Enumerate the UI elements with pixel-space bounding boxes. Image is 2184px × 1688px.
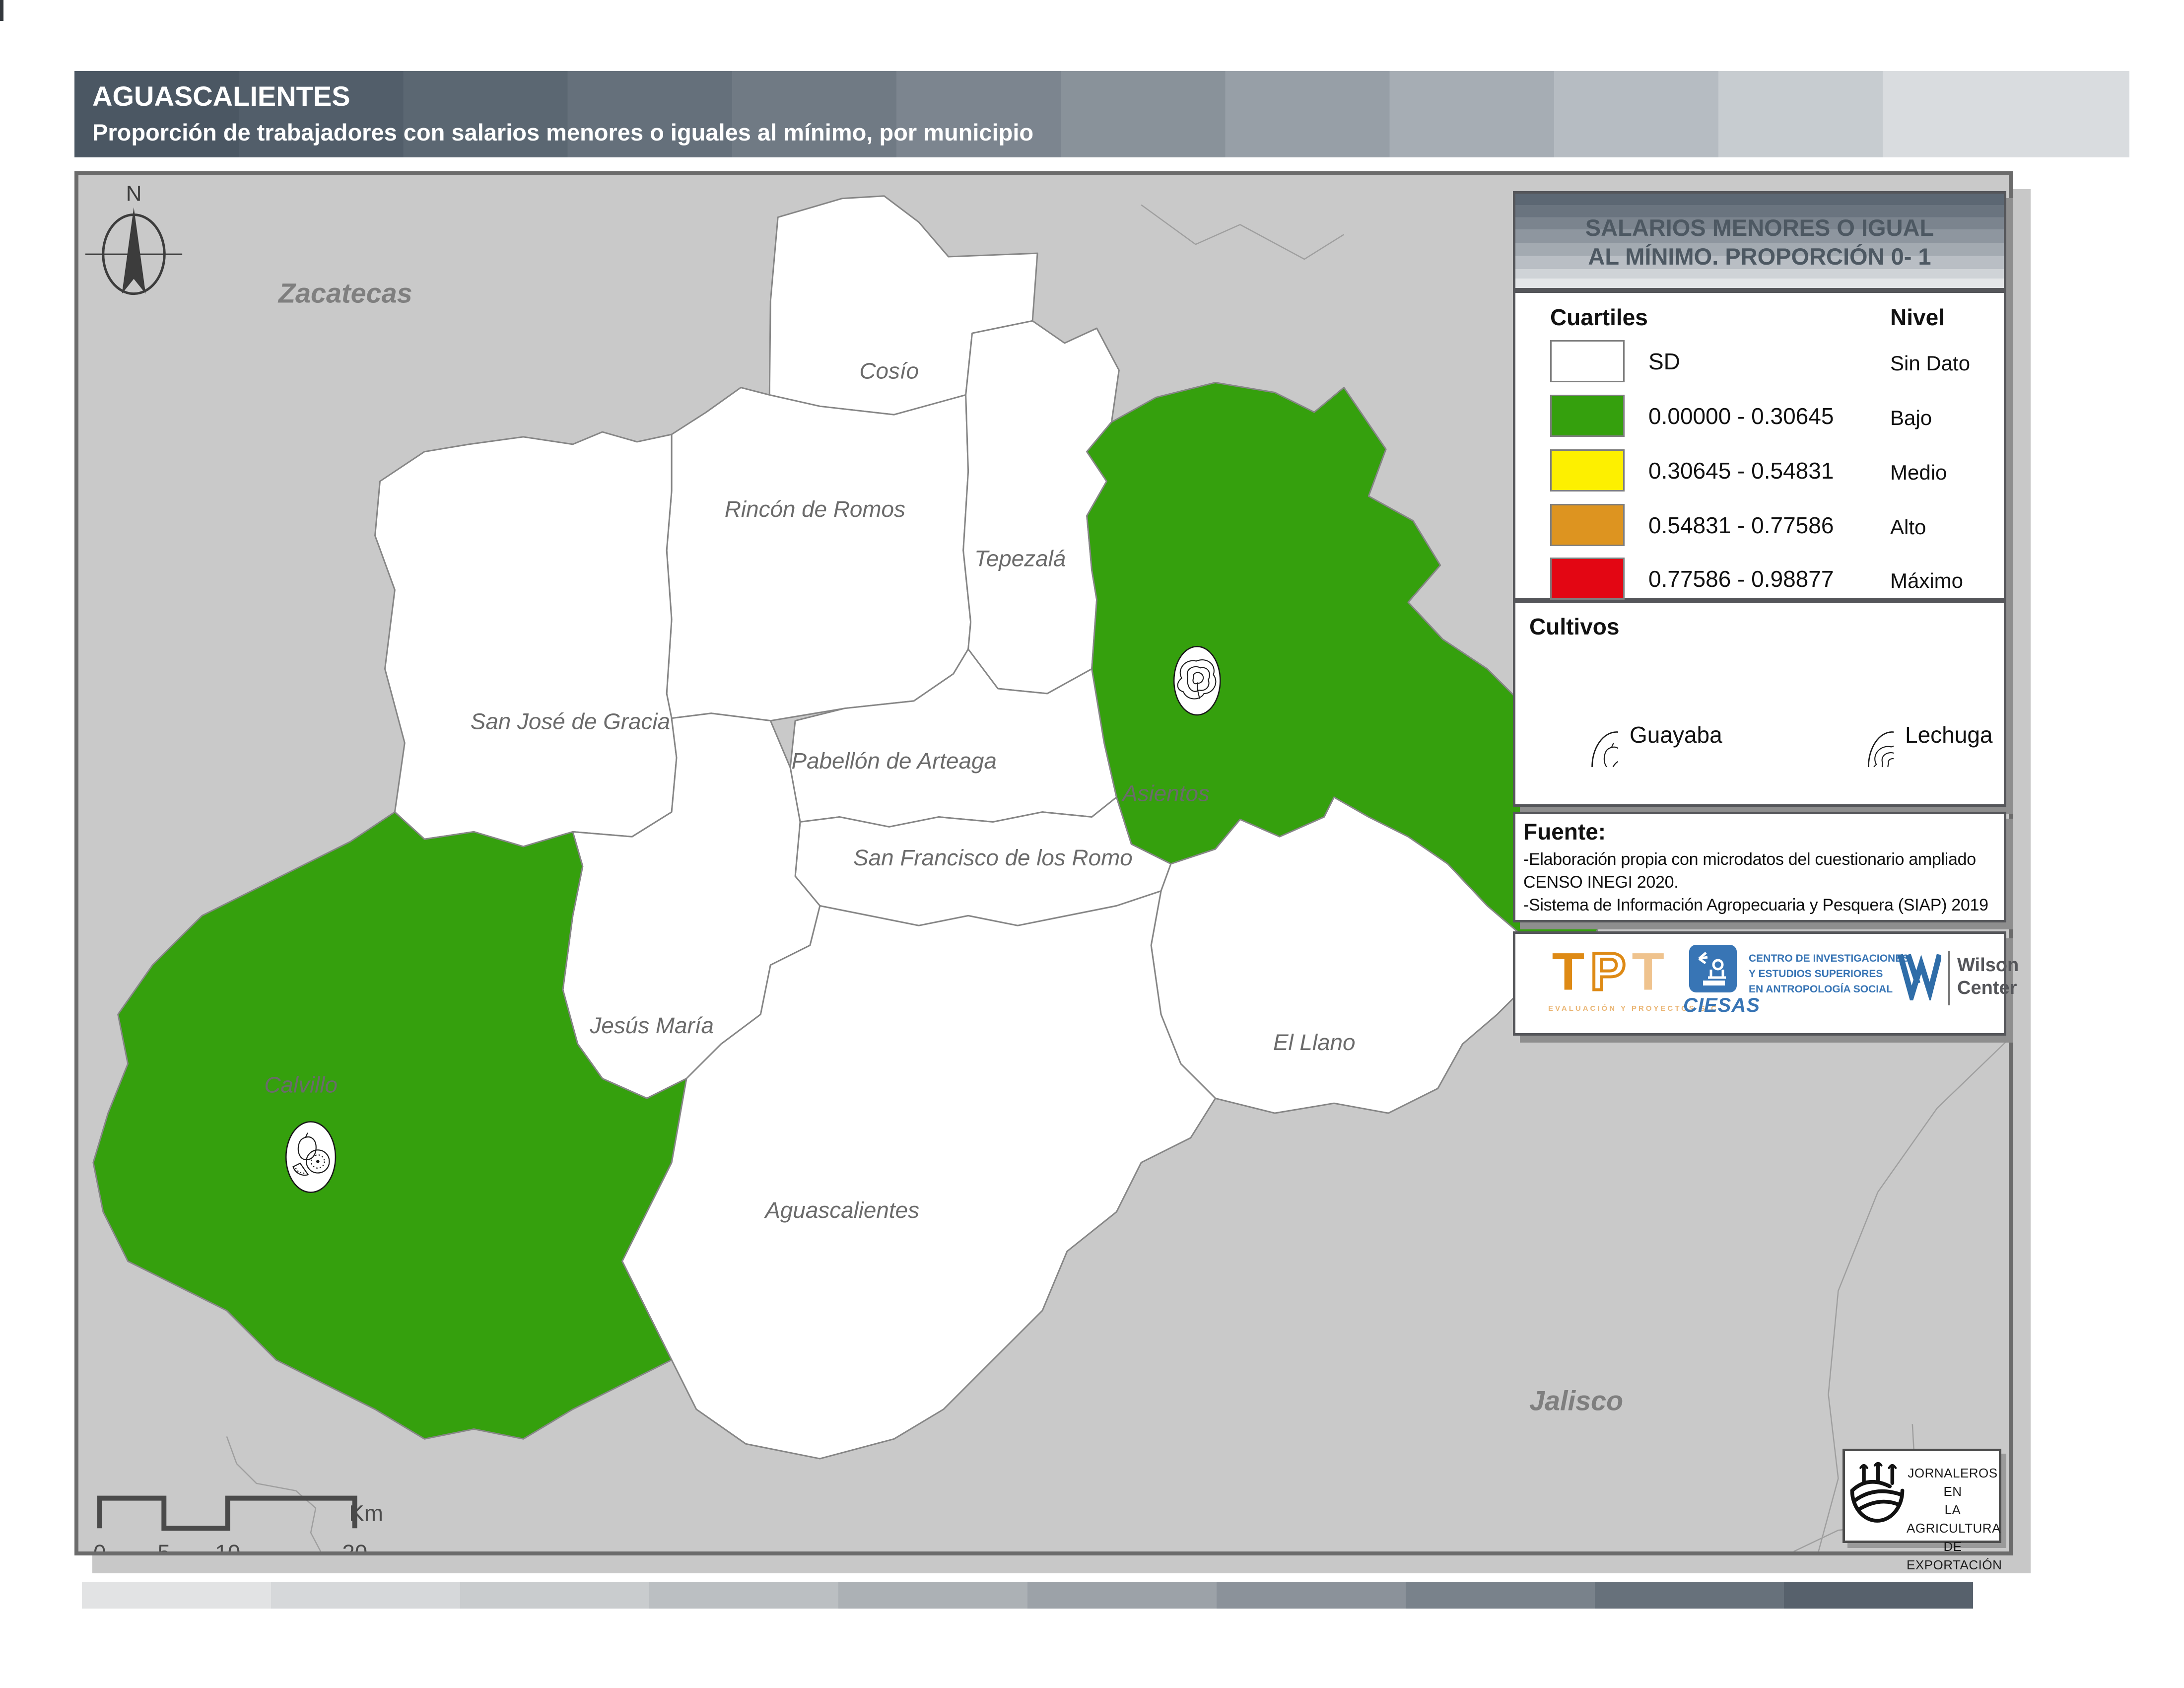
tpt-subtext: EVALUACIÓN Y PROYECTOS S.C. xyxy=(1548,1004,1723,1013)
scale-unit: Km xyxy=(349,1500,383,1526)
range-alto: 0.54831 - 0.77586 xyxy=(1648,512,1834,538)
label-san-jose-de-gracia: San José de Gracia xyxy=(471,709,670,734)
label-tepezala: Tepezalá xyxy=(974,546,1066,571)
wilson-w-icon xyxy=(1898,953,1941,1000)
scale-tick-0: 0 xyxy=(93,1540,106,1551)
legend-row-medio: 0.30645 - 0.54831 xyxy=(1550,449,1834,492)
wilson-line-1: Wilson xyxy=(1957,955,2019,976)
legend-row-maximo: 0.77586 - 0.98877 xyxy=(1550,558,1834,600)
map-subtitle: Proporción de trabajadores con salarios … xyxy=(92,119,1034,145)
svg-text:TPT: TPT xyxy=(1552,943,1670,1001)
scale-tick-10: 10 xyxy=(215,1540,240,1551)
scale-bar: 0 5 10 20 Km xyxy=(93,1495,383,1551)
range-maximo: 0.77586 - 0.98877 xyxy=(1648,565,1834,592)
level-bajo: Bajo xyxy=(1890,406,1932,429)
label-el-llano: El Llano xyxy=(1273,1030,1356,1055)
legend-cultivos-box: Cultivos Guayaba Lechuga xyxy=(1513,601,2006,807)
municipality-calvillo xyxy=(92,811,687,1440)
swatch-maximo xyxy=(1550,558,1625,600)
level-alto: Alto xyxy=(1890,515,1926,539)
lettuce-icon xyxy=(1173,645,1221,716)
label-asientos: Asientos xyxy=(1121,781,1210,806)
corner-mark xyxy=(0,0,3,21)
ciesas-acronym: CIESAS xyxy=(1683,994,1760,1016)
scale-tick-5: 5 xyxy=(158,1540,170,1551)
cultivo-guayaba-label: Guayaba xyxy=(1630,722,1722,748)
wilson-divider xyxy=(1948,951,1950,1005)
label-jesus-maria: Jesús María xyxy=(590,1013,714,1038)
legend-title-line2: AL MÍNIMO. PROPORCIÓN 0- 1 xyxy=(1588,243,1931,270)
label-aguascalientes: Aguascalientes xyxy=(763,1197,919,1223)
tpt-letter-t2: T xyxy=(1632,943,1670,1001)
legend-col-level: Nivel xyxy=(1890,304,1945,330)
legend-fuente-box: Fuente: -Elaboración propia con microdat… xyxy=(1513,812,2006,922)
municipality-rincon-de-romos xyxy=(666,387,972,722)
badge-line-3: DE EXPORTACIÓN xyxy=(1907,1539,2002,1572)
label-pabellon-de-arteaga: Pabellón de Arteaga xyxy=(792,748,997,774)
range-medio: 0.30645 - 0.54831 xyxy=(1648,457,1834,484)
ciesas-line-3: EN ANTROPOLOGÍA SOCIAL xyxy=(1749,984,1893,995)
neighbor-boundary-line xyxy=(226,1436,322,1551)
fuente-heading: Fuente: xyxy=(1523,819,1606,844)
fuente-line-3: -Sistema de Información Agropecuaria y P… xyxy=(1523,896,1988,914)
ciesas-line-2: Y ESTUDIOS SUPERIORES xyxy=(1749,968,1883,980)
level-maximo: Máximo xyxy=(1890,569,1964,592)
compass-north-label: N xyxy=(126,182,142,206)
legend-row-sd: SD xyxy=(1550,340,1680,382)
level-medio: Medio xyxy=(1890,461,1947,484)
badge-line-2: LA AGRICULTURA xyxy=(1907,1502,2001,1536)
ciesas-line-1: CENTRO DE INVESTIGACIONES xyxy=(1749,953,1910,964)
map-title-bar: AGUASCALIENTES Proporción de trabajadore… xyxy=(74,71,2129,157)
swatch-alto xyxy=(1550,504,1625,546)
fuente-line-1: -Elaboración propia con microdatos del c… xyxy=(1523,850,1976,869)
tpt-logo: TPT xyxy=(1552,943,1670,1002)
guava-icon xyxy=(285,1121,337,1194)
lettuce-icon xyxy=(1838,693,1894,767)
label-cosio: Cosío xyxy=(859,358,919,384)
neighbor-boundary-line xyxy=(1818,1039,2009,1551)
ciesas-text: CENTRO DE INVESTIGACIONES Y ESTUDIOS SUP… xyxy=(1749,951,1909,997)
legend-title-box: SALARIOS MENORES O IGUAL AL MÍNIMO. PROP… xyxy=(1513,191,2006,290)
field-crops-icon xyxy=(1848,1458,1907,1536)
label-calvillo: Calvillo xyxy=(264,1072,338,1097)
state-title: AGUASCALIENTES xyxy=(92,80,350,112)
label-jalisco: Jalisco xyxy=(1529,1386,1623,1416)
bottom-gradient-strip xyxy=(82,1582,1973,1609)
range-bajo: 0.00000 - 0.30645 xyxy=(1648,403,1834,429)
ciesas-emblem-icon xyxy=(1689,945,1737,992)
cultivo-lechuga-label: Lechuga xyxy=(1905,722,1993,748)
legend-row-alto: 0.54831 - 0.77586 xyxy=(1550,504,1834,546)
label-rincon-de-romos: Rincón de Romos xyxy=(725,496,905,522)
label-san-francisco-de-los-romo: San Francisco de los Romo xyxy=(853,845,1133,870)
jornaleros-text: JORNALEROS EN LA AGRICULTURA DE EXPORTAC… xyxy=(1907,1464,2002,1574)
swatch-bajo xyxy=(1550,395,1625,437)
legend-title-line1: SALARIOS MENORES O IGUAL xyxy=(1585,214,1934,241)
logos-panel: TPT EVALUACIÓN Y PROYECTOS S.C. CIESAS C… xyxy=(1513,931,2019,1036)
tpt-letter-p: P xyxy=(1590,943,1632,1001)
legend-quartiles-box: Cuartiles Nivel SD Sin Dato 0.00000 - 0.… xyxy=(1513,290,2006,601)
legend-row-bajo: 0.00000 - 0.30645 xyxy=(1550,395,1834,437)
wilson-line-2: Center xyxy=(1957,978,2017,998)
tpt-letter-t1: T xyxy=(1552,943,1590,1001)
label-zacatecas: Zacatecas xyxy=(277,278,412,309)
badge-line-1: JORNALEROS EN xyxy=(1908,1466,1998,1499)
compass-rose-icon: N xyxy=(85,182,183,295)
fuente-line-2: CENSO INEGI 2020. xyxy=(1523,873,1679,892)
neighbor-boundary-line xyxy=(1141,204,1345,260)
scale-tick-20: 20 xyxy=(342,1540,367,1551)
swatch-medio xyxy=(1550,449,1625,492)
swatch-sin-dato xyxy=(1550,340,1625,382)
level-sin-dato: Sin Dato xyxy=(1890,352,1971,375)
range-sd: SD xyxy=(1648,348,1680,374)
wilson-center-text: Wilson Center xyxy=(1957,954,2019,999)
jornaleros-badge: JORNALEROS EN LA AGRICULTURA DE EXPORTAC… xyxy=(1843,1449,2002,1572)
cultivos-heading: Cultivos xyxy=(1529,614,1620,639)
municipality-san-jose-de-gracia xyxy=(374,431,678,847)
legend-col-quartiles: Cuartiles xyxy=(1550,304,1648,330)
guava-icon xyxy=(1563,693,1618,767)
